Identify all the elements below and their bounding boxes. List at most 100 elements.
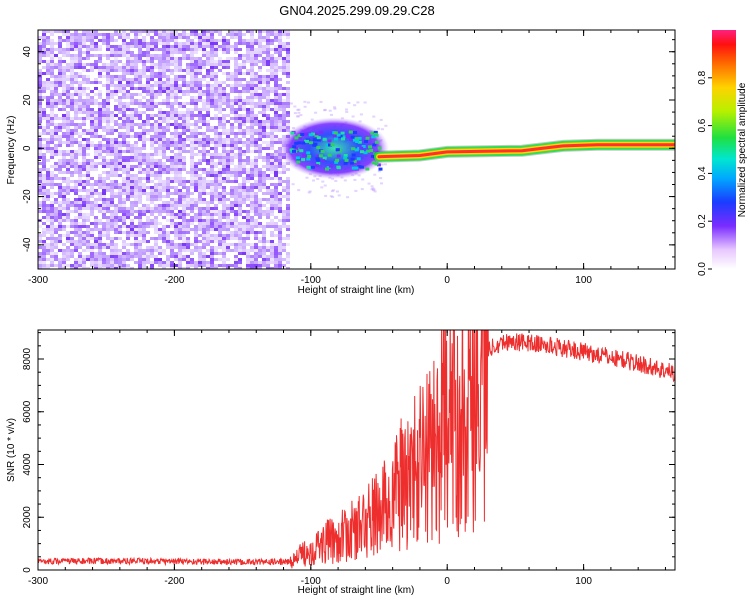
noise-cell: [226, 39, 230, 42]
blob-cell: [308, 133, 313, 137]
blob-cell: [307, 154, 312, 158]
noise-cell: [174, 75, 178, 78]
noise-cell: [266, 168, 270, 171]
noise-cell: [178, 234, 182, 237]
noise-cell: [130, 201, 134, 204]
noise-cell: [94, 222, 98, 225]
noise-cell: [286, 228, 290, 231]
noise-cell: [130, 51, 134, 54]
noise-cell: [66, 135, 70, 138]
scatter-cell: [289, 102, 293, 105]
noise-cell: [146, 225, 150, 228]
noise-cell: [90, 213, 94, 216]
noise-cell: [130, 183, 134, 186]
noise-cell: [122, 45, 126, 48]
noise-cell: [178, 123, 182, 126]
noise-cell: [178, 36, 182, 39]
noise-cell: [182, 75, 186, 78]
noise-cell: [198, 168, 202, 171]
noise-cell: [242, 66, 246, 69]
scatter-cell: [377, 127, 381, 130]
noise-cell: [162, 240, 166, 243]
noise-cell: [198, 201, 202, 204]
noise-cell: [170, 219, 174, 222]
noise-cell: [170, 192, 174, 195]
noise-cell: [114, 129, 118, 132]
noise-cell: [146, 177, 150, 180]
noise-cell: [98, 261, 102, 264]
noise-cell: [46, 171, 50, 174]
noise-cell: [274, 153, 278, 156]
noise-cell: [154, 123, 158, 126]
blob-cell: [343, 154, 348, 157]
noise-cell: [106, 108, 110, 111]
noise-cell: [130, 159, 134, 162]
noise-cell: [62, 162, 66, 165]
noise-cell: [274, 141, 278, 144]
noise-cell: [186, 267, 190, 269]
colorbar-tick-label: 0.0: [697, 262, 708, 276]
blob-cell: [376, 163, 381, 167]
noise-cell: [94, 132, 98, 135]
noise-cell: [38, 96, 42, 99]
noise-cell: [42, 189, 46, 192]
noise-cell: [218, 84, 222, 87]
noise-cell: [246, 48, 250, 51]
noise-cell: [58, 258, 62, 261]
blob-cell: [325, 167, 329, 171]
noise-cell: [178, 228, 182, 231]
noise-cell: [266, 51, 270, 54]
noise-cell: [82, 144, 86, 147]
noise-cell: [202, 117, 206, 120]
scatter-cell: [319, 100, 323, 103]
noise-cell: [270, 132, 274, 135]
noise-cell: [158, 189, 162, 192]
noise-cell: [278, 93, 282, 96]
noise-cell: [86, 33, 90, 36]
noise-cell: [286, 102, 290, 105]
noise-cell: [50, 120, 54, 123]
noise-cell: [182, 105, 186, 108]
noise-cell: [58, 192, 62, 195]
noise-cell: [234, 246, 238, 249]
noise-cell: [54, 42, 58, 45]
noise-cell: [250, 204, 254, 207]
noise-cell: [234, 171, 238, 174]
noise-cell: [198, 69, 202, 72]
noise-cell: [118, 249, 122, 252]
noise-cell: [58, 165, 62, 168]
noise-cell: [162, 42, 166, 45]
noise-cell: [258, 30, 262, 33]
noise-cell: [202, 222, 206, 225]
noise-cell: [262, 123, 266, 126]
noise-cell: [234, 69, 238, 72]
noise-cell: [82, 156, 86, 159]
noise-cell: [286, 198, 290, 201]
noise-cell: [62, 228, 66, 231]
noise-cell: [142, 261, 146, 264]
noise-cell: [226, 48, 230, 51]
noise-cell: [46, 246, 50, 249]
noise-cell: [50, 258, 54, 261]
noise-cell: [74, 201, 78, 204]
noise-cell: [238, 204, 242, 207]
noise-cell: [154, 192, 158, 195]
noise-cell: [286, 30, 290, 33]
noise-cell: [258, 213, 262, 216]
noise-cell: [246, 261, 250, 264]
noise-cell: [126, 162, 130, 165]
noise-cell: [62, 114, 66, 117]
noise-cell: [94, 219, 98, 222]
noise-cell: [58, 264, 62, 267]
noise-cell: [50, 87, 54, 90]
noise-cell: [138, 48, 142, 51]
noise-cell: [250, 144, 254, 147]
noise-cell: [198, 78, 202, 81]
noise-cell: [142, 186, 146, 189]
noise-cell: [82, 57, 86, 60]
noise-cell: [102, 177, 106, 180]
noise-cell: [62, 117, 66, 120]
noise-cell: [162, 261, 166, 264]
noise-cell: [138, 234, 142, 237]
noise-cell: [78, 117, 82, 120]
